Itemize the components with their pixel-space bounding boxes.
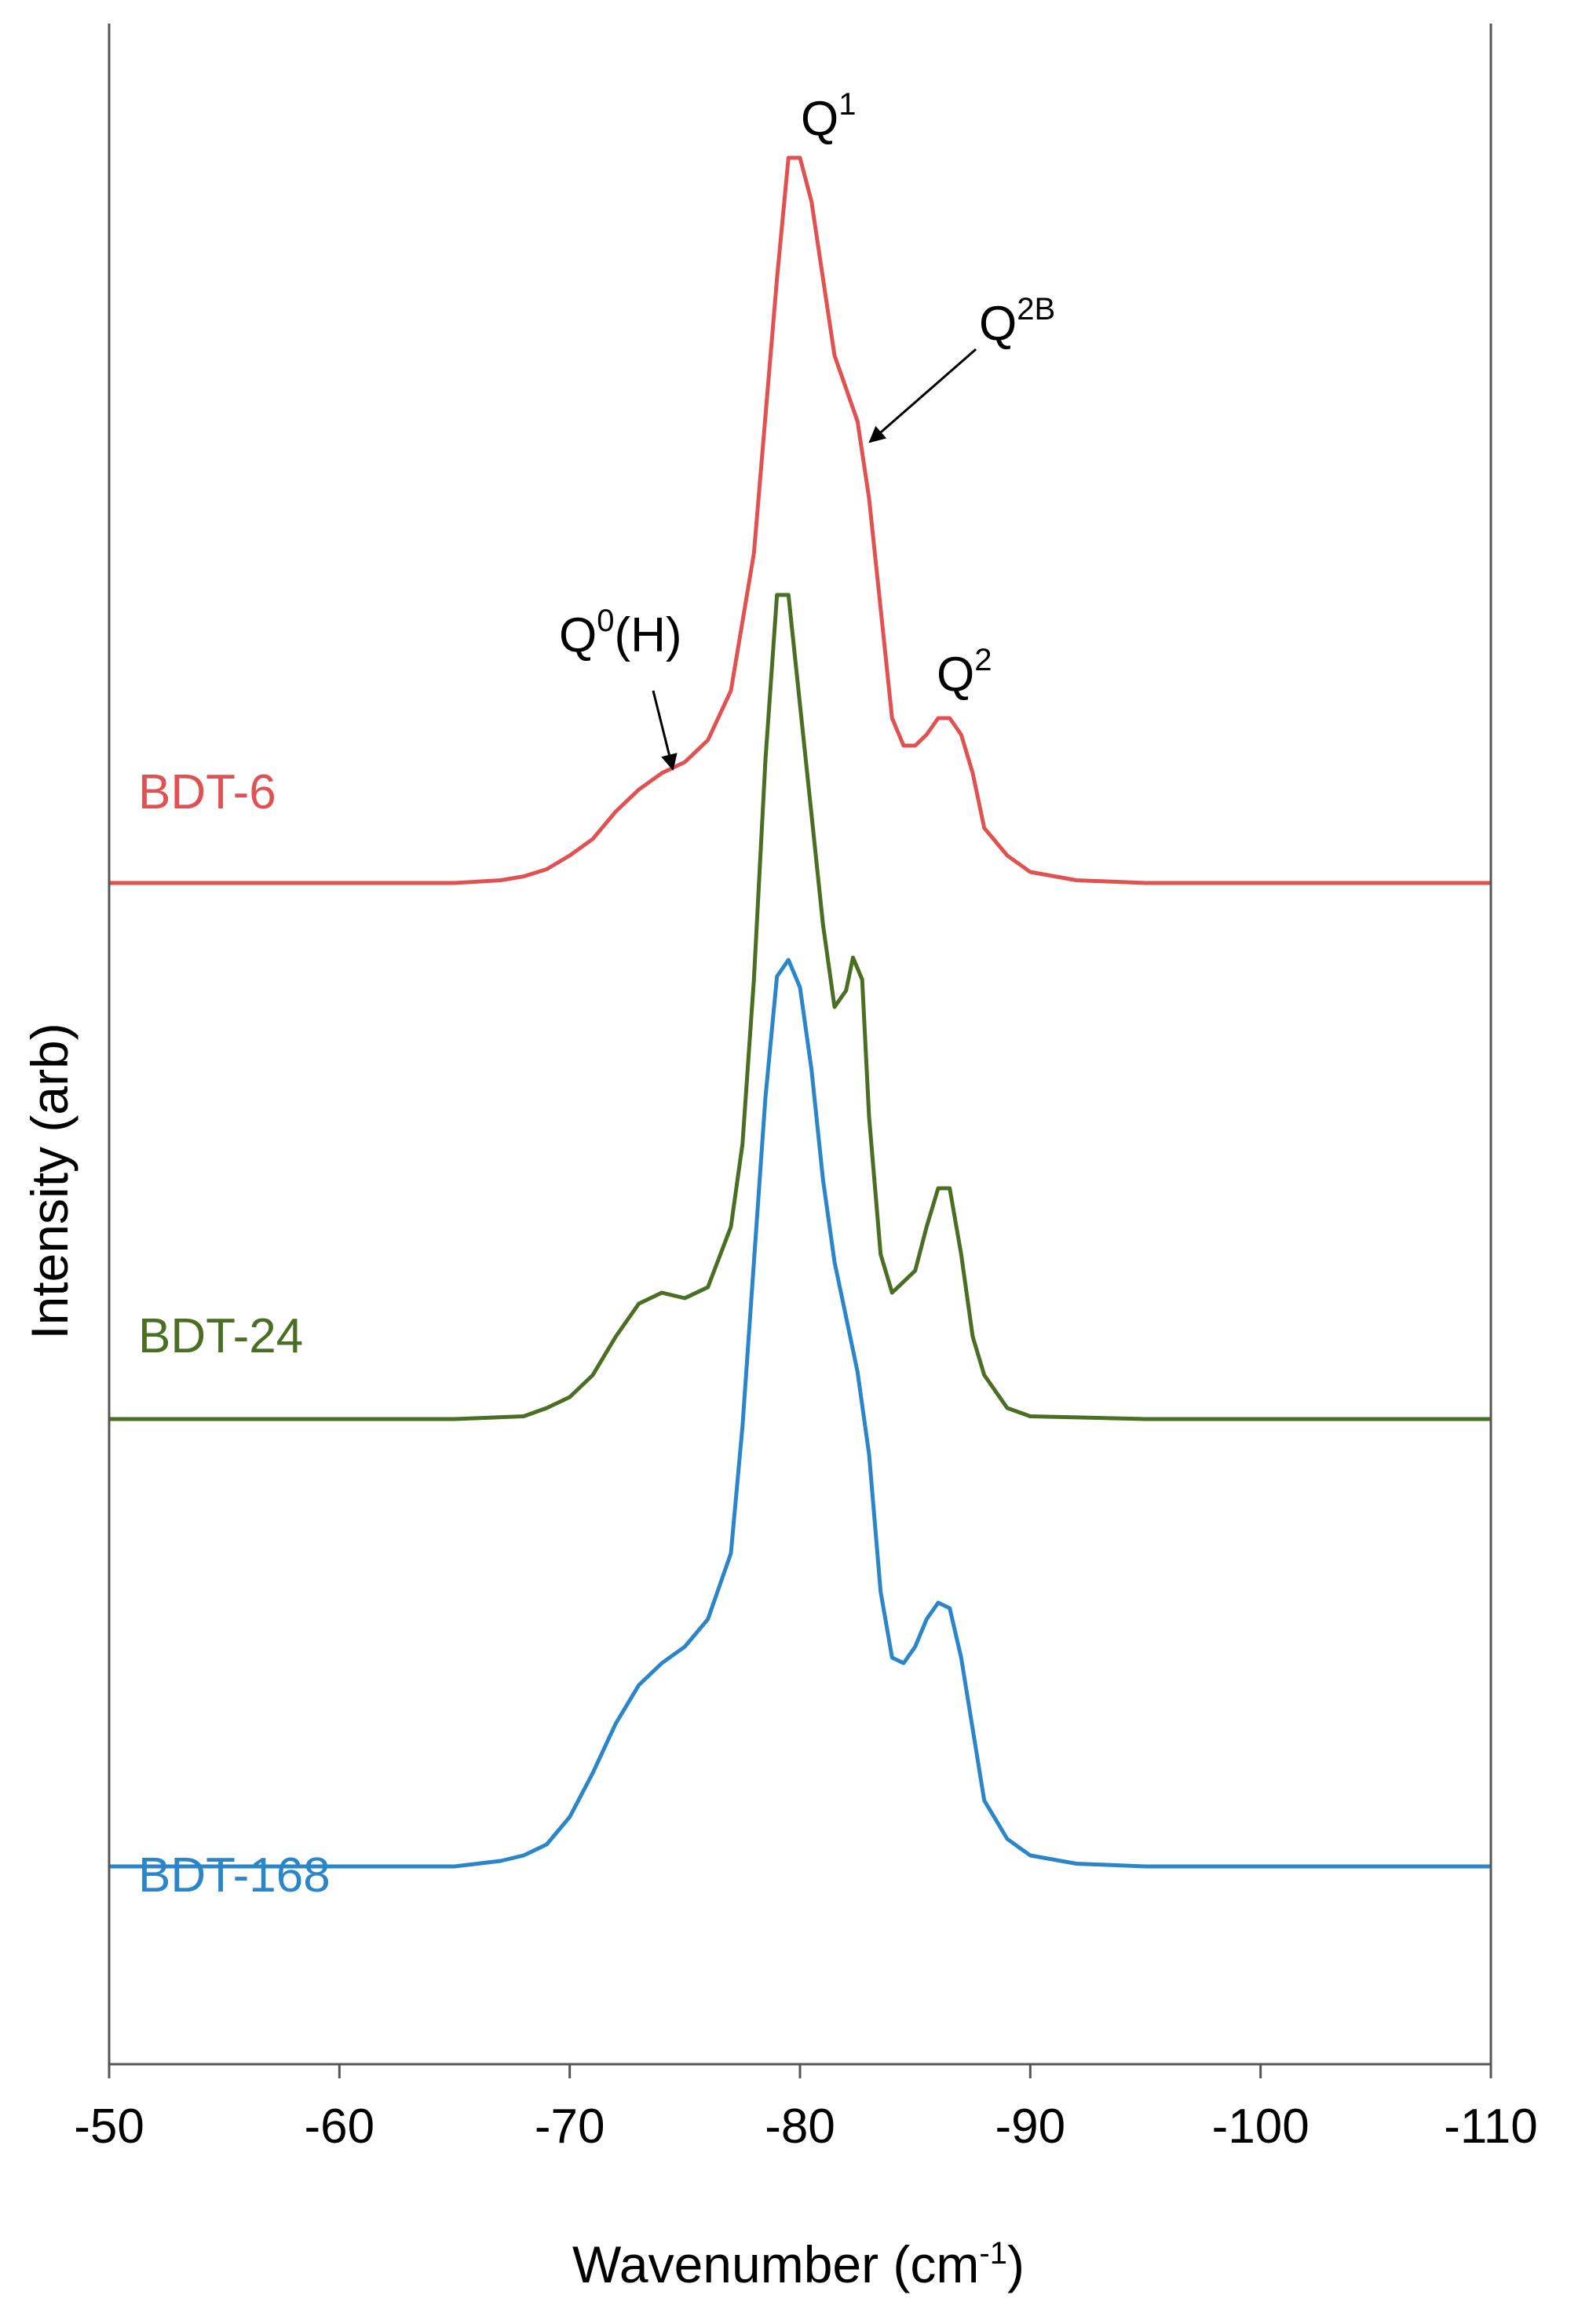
series-line-bdt-168 <box>109 958 1491 1869</box>
x-tick-label: -100 <box>1212 2100 1310 2154</box>
series-layer: BDT-6 BDT-24 BDT-168 <box>109 155 1491 1903</box>
series-label-bdt-24: BDT-24 <box>138 1309 303 1363</box>
series-label-bdt-168: BDT-168 <box>138 1848 331 1903</box>
series-label-bdt-6: BDT-6 <box>138 765 276 819</box>
x-tick-label: -50 <box>74 2100 144 2154</box>
x-tick-label: -110 <box>1444 2100 1538 2154</box>
peak-annotation: Q0(H) <box>559 604 682 662</box>
x-tick-label: -90 <box>995 2100 1066 2154</box>
x-axis-title: Wavenumber (cm-1) <box>572 2235 1025 2293</box>
series-line-bdt-24 <box>109 593 1491 1421</box>
annotation-layer: Q1 Q2B Q0(H) Q2 <box>559 87 1055 772</box>
peak-annotation: Q2B <box>979 292 1055 351</box>
x-tick-label: -70 <box>535 2100 605 2154</box>
axes-layer: -50 -60 -70 -80 -90 -100 -110 <box>74 24 1538 2154</box>
x-tick-label: -80 <box>765 2100 835 2154</box>
q0h-arrow <box>652 690 678 772</box>
peak-annotation: Q1 <box>801 87 856 146</box>
peak-annotation: Q2 <box>937 643 992 702</box>
q2b-arrow <box>868 348 977 443</box>
y-axis-title: Intensity (arb) <box>20 1023 79 1339</box>
series-line-bdt-6 <box>109 155 1491 885</box>
x-tick-label: -60 <box>305 2100 375 2154</box>
